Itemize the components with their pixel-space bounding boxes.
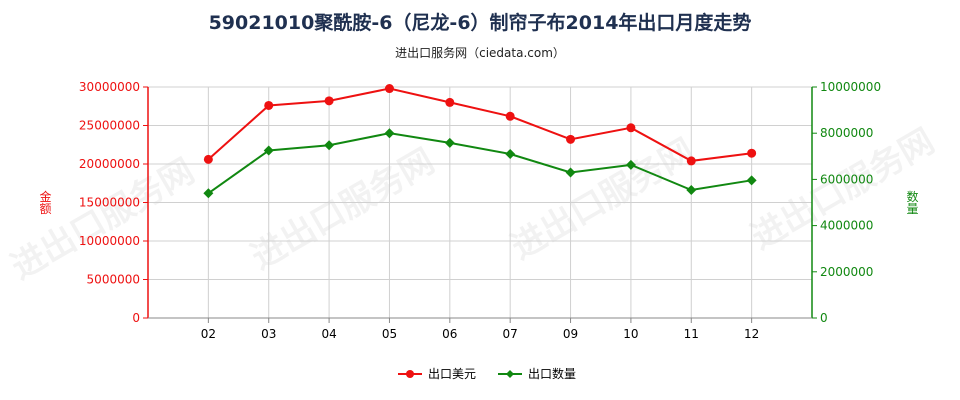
x-tick-label: 10 bbox=[623, 327, 638, 341]
data-point-qty bbox=[263, 145, 274, 156]
chart-subtitle: 进出口服务网（ciedata.com） bbox=[395, 46, 565, 60]
x-tick-label: 05 bbox=[382, 327, 397, 341]
left-axis-label: 金额 bbox=[38, 189, 52, 215]
watermark-text: 进出口服务网 bbox=[745, 121, 942, 258]
right-tick-label: 4000000 bbox=[820, 219, 873, 233]
data-point-qty bbox=[384, 128, 395, 139]
x-tick-label: 07 bbox=[503, 327, 518, 341]
right-tick-label: 2000000 bbox=[820, 265, 873, 279]
data-point-usd bbox=[505, 111, 515, 121]
right-axis-label: 数量 bbox=[905, 189, 919, 214]
legend-label: 出口美元 bbox=[428, 367, 476, 381]
watermark-text: 进出口服务网 bbox=[245, 141, 442, 278]
data-point-usd bbox=[626, 123, 636, 133]
data-point-usd bbox=[203, 154, 213, 164]
right-tick-label: 8000000 bbox=[820, 126, 873, 140]
right-tick-label: 10000000 bbox=[820, 80, 881, 94]
data-point-usd bbox=[566, 134, 576, 144]
series-line-left bbox=[207, 87, 752, 162]
x-tick-label: 11 bbox=[684, 327, 699, 341]
legend-label: 出口数量 bbox=[528, 366, 576, 381]
left-tick-label: 30000000 bbox=[79, 80, 140, 94]
left-tick-label: 15000000 bbox=[79, 196, 140, 210]
left-tick-label: 5000000 bbox=[87, 273, 140, 287]
watermark-text: 进出口服务网 bbox=[505, 131, 702, 268]
data-point-usd bbox=[324, 96, 334, 106]
data-point-qty bbox=[625, 159, 636, 170]
data-point-qty bbox=[444, 137, 455, 148]
data-point-usd bbox=[264, 100, 274, 110]
left-tick-label: 25000000 bbox=[79, 119, 140, 133]
right-tick-label: 6000000 bbox=[820, 172, 873, 186]
chart-title: 59021010聚酰胺-6（尼龙-6）制帘子布2014年出口月度走势 bbox=[208, 12, 752, 34]
right-tick-label: 0 bbox=[820, 311, 828, 325]
x-tick-label: 03 bbox=[261, 327, 276, 341]
x-tick-label: 02 bbox=[201, 327, 216, 341]
watermark-text: 进出口服务网 bbox=[5, 151, 202, 288]
data-point-qty bbox=[565, 167, 576, 178]
data-point-usd bbox=[686, 156, 696, 166]
x-tick-label: 06 bbox=[442, 327, 457, 341]
legend-marker-diamond bbox=[506, 370, 514, 378]
left-tick-label: 0 bbox=[132, 311, 140, 325]
data-point-usd bbox=[747, 148, 757, 158]
left-tick-label: 20000000 bbox=[79, 157, 140, 171]
data-point-qty bbox=[746, 175, 757, 186]
data-point-qty bbox=[203, 188, 214, 199]
data-point-qty bbox=[686, 185, 697, 196]
x-tick-label: 12 bbox=[744, 327, 759, 341]
data-point-usd bbox=[384, 84, 394, 94]
data-point-qty bbox=[505, 148, 516, 159]
left-tick-label: 10000000 bbox=[79, 234, 140, 248]
series-line-right bbox=[207, 132, 752, 195]
x-tick-label: 04 bbox=[321, 327, 336, 341]
data-point-qty bbox=[324, 140, 335, 151]
legend-marker-circle bbox=[406, 370, 414, 378]
data-point-usd bbox=[445, 97, 455, 107]
x-tick-label: 09 bbox=[563, 327, 578, 341]
